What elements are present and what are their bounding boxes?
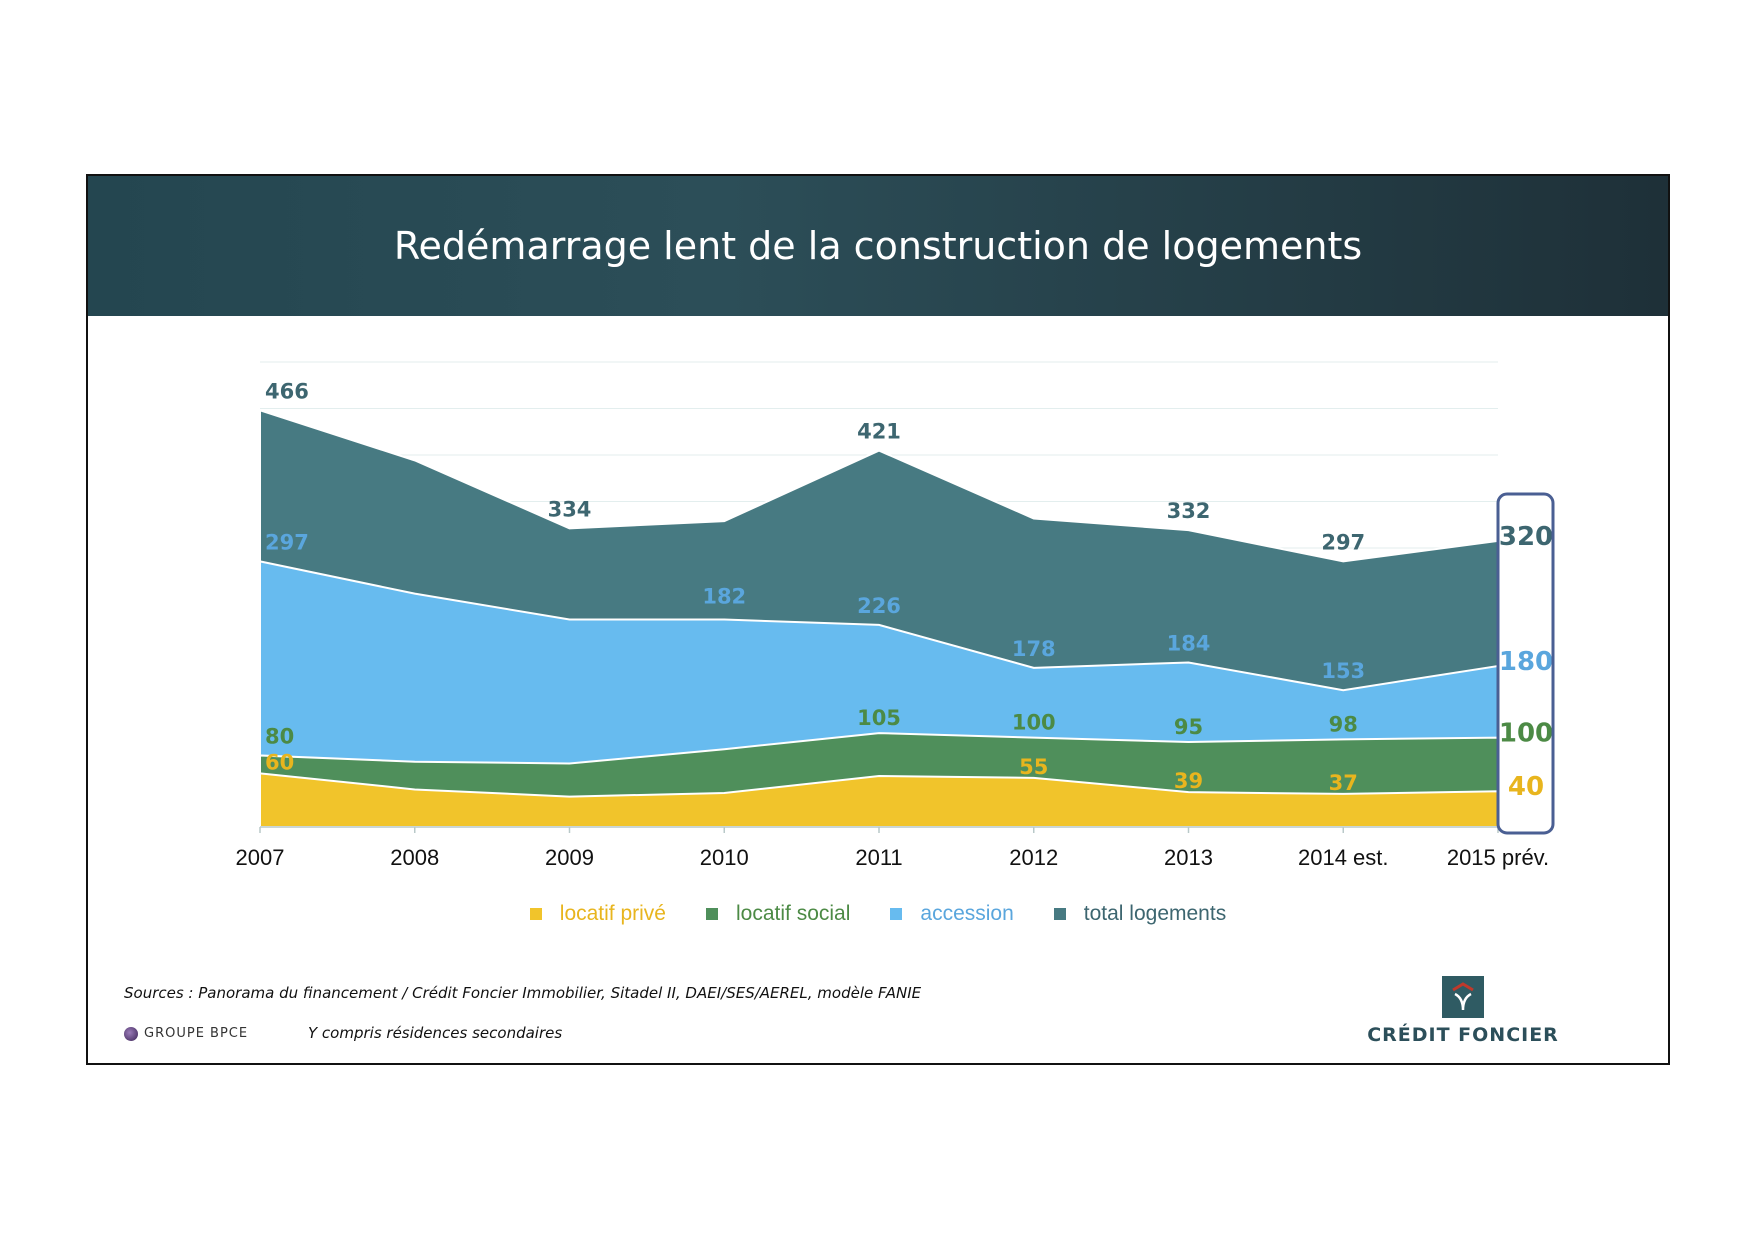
data-label: 153	[1321, 659, 1365, 683]
data-label: 297	[265, 530, 309, 554]
x-tick-label: 2008	[390, 845, 439, 870]
data-label: 182	[702, 585, 746, 609]
bpce-logo-text: GROUPE BPCE	[144, 1026, 249, 1041]
x-tick-label: 2007	[236, 845, 285, 870]
data-label: 332	[1167, 499, 1211, 523]
chart-title: Redémarrage lent de la construction de l…	[393, 224, 1363, 268]
data-label: 320	[1499, 522, 1553, 552]
data-label: 334	[548, 497, 592, 521]
sources-note: Sources : Panorama du financement / Créd…	[124, 984, 922, 1002]
x-tick-label: 2014 est.	[1298, 845, 1389, 870]
data-label: 178	[1012, 637, 1056, 661]
data-label: 60	[265, 750, 294, 774]
highlight-box-2015	[1496, 492, 1555, 835]
legend-label: locatif social	[736, 902, 851, 925]
data-label: 226	[857, 594, 901, 618]
credit-foncier-logo-text: CRÉDIT FONCIER	[1367, 1024, 1559, 1046]
x-tick-label: 2013	[1164, 845, 1213, 870]
data-label: 105	[857, 706, 901, 730]
slide: Redémarrage lent de la construction de l…	[86, 174, 1670, 1065]
x-tick-label: 2011	[855, 845, 902, 870]
legend-item-accession: accession	[890, 902, 1014, 926]
credit-foncier-logo: CRÉDIT FONCIER	[1348, 976, 1578, 1056]
x-tick-label: 2010	[700, 845, 749, 870]
area-chart: 2007 2008 2009 2010 2011 2012 2013 2014 est. 201…	[236, 361, 1555, 870]
data-label: 98	[1329, 712, 1358, 736]
data-label: 95	[1174, 715, 1203, 739]
legend-label: locatif privé	[559, 902, 666, 925]
data-label: 184	[1167, 631, 1211, 655]
footnote: Y compris résidences secondaires	[308, 1024, 563, 1042]
credit-foncier-logo-icon	[1442, 976, 1484, 1018]
data-label: 37	[1329, 771, 1358, 795]
legend-swatch	[529, 908, 542, 920]
legend-swatch	[1053, 908, 1066, 920]
data-label: 180	[1499, 647, 1553, 677]
data-label: 39	[1174, 769, 1203, 793]
data-label: 100	[1012, 711, 1056, 735]
legend-item-total-logements: total logements	[1053, 902, 1227, 926]
x-tick-label: 2009	[545, 845, 594, 870]
data-label: 55	[1019, 755, 1048, 779]
legend-label: total logements	[1083, 902, 1227, 925]
legend-swatch	[706, 908, 718, 920]
legend-item-locatif-social: locatif social	[706, 902, 850, 926]
legend-item-locatif-prive: locatif privé	[529, 902, 666, 926]
data-label: 40	[1508, 772, 1544, 802]
x-tick-label: 2015 prév.	[1447, 845, 1549, 870]
title-bar: Redémarrage lent de la construction de l…	[88, 176, 1668, 316]
legend-label: accession	[920, 902, 1014, 925]
bpce-logo-icon	[124, 1026, 138, 1041]
data-label: 466	[265, 379, 309, 403]
data-label: 100	[1499, 719, 1553, 749]
data-label: 80	[265, 724, 294, 748]
x-tick-label: 2012	[1009, 845, 1058, 870]
legend: locatif privé locatif social accession t…	[88, 902, 1668, 926]
data-label: 421	[857, 420, 901, 444]
legend-swatch	[890, 908, 903, 920]
data-label: 297	[1321, 530, 1365, 554]
bpce-logo: GROUPE BPCE	[124, 1026, 248, 1041]
